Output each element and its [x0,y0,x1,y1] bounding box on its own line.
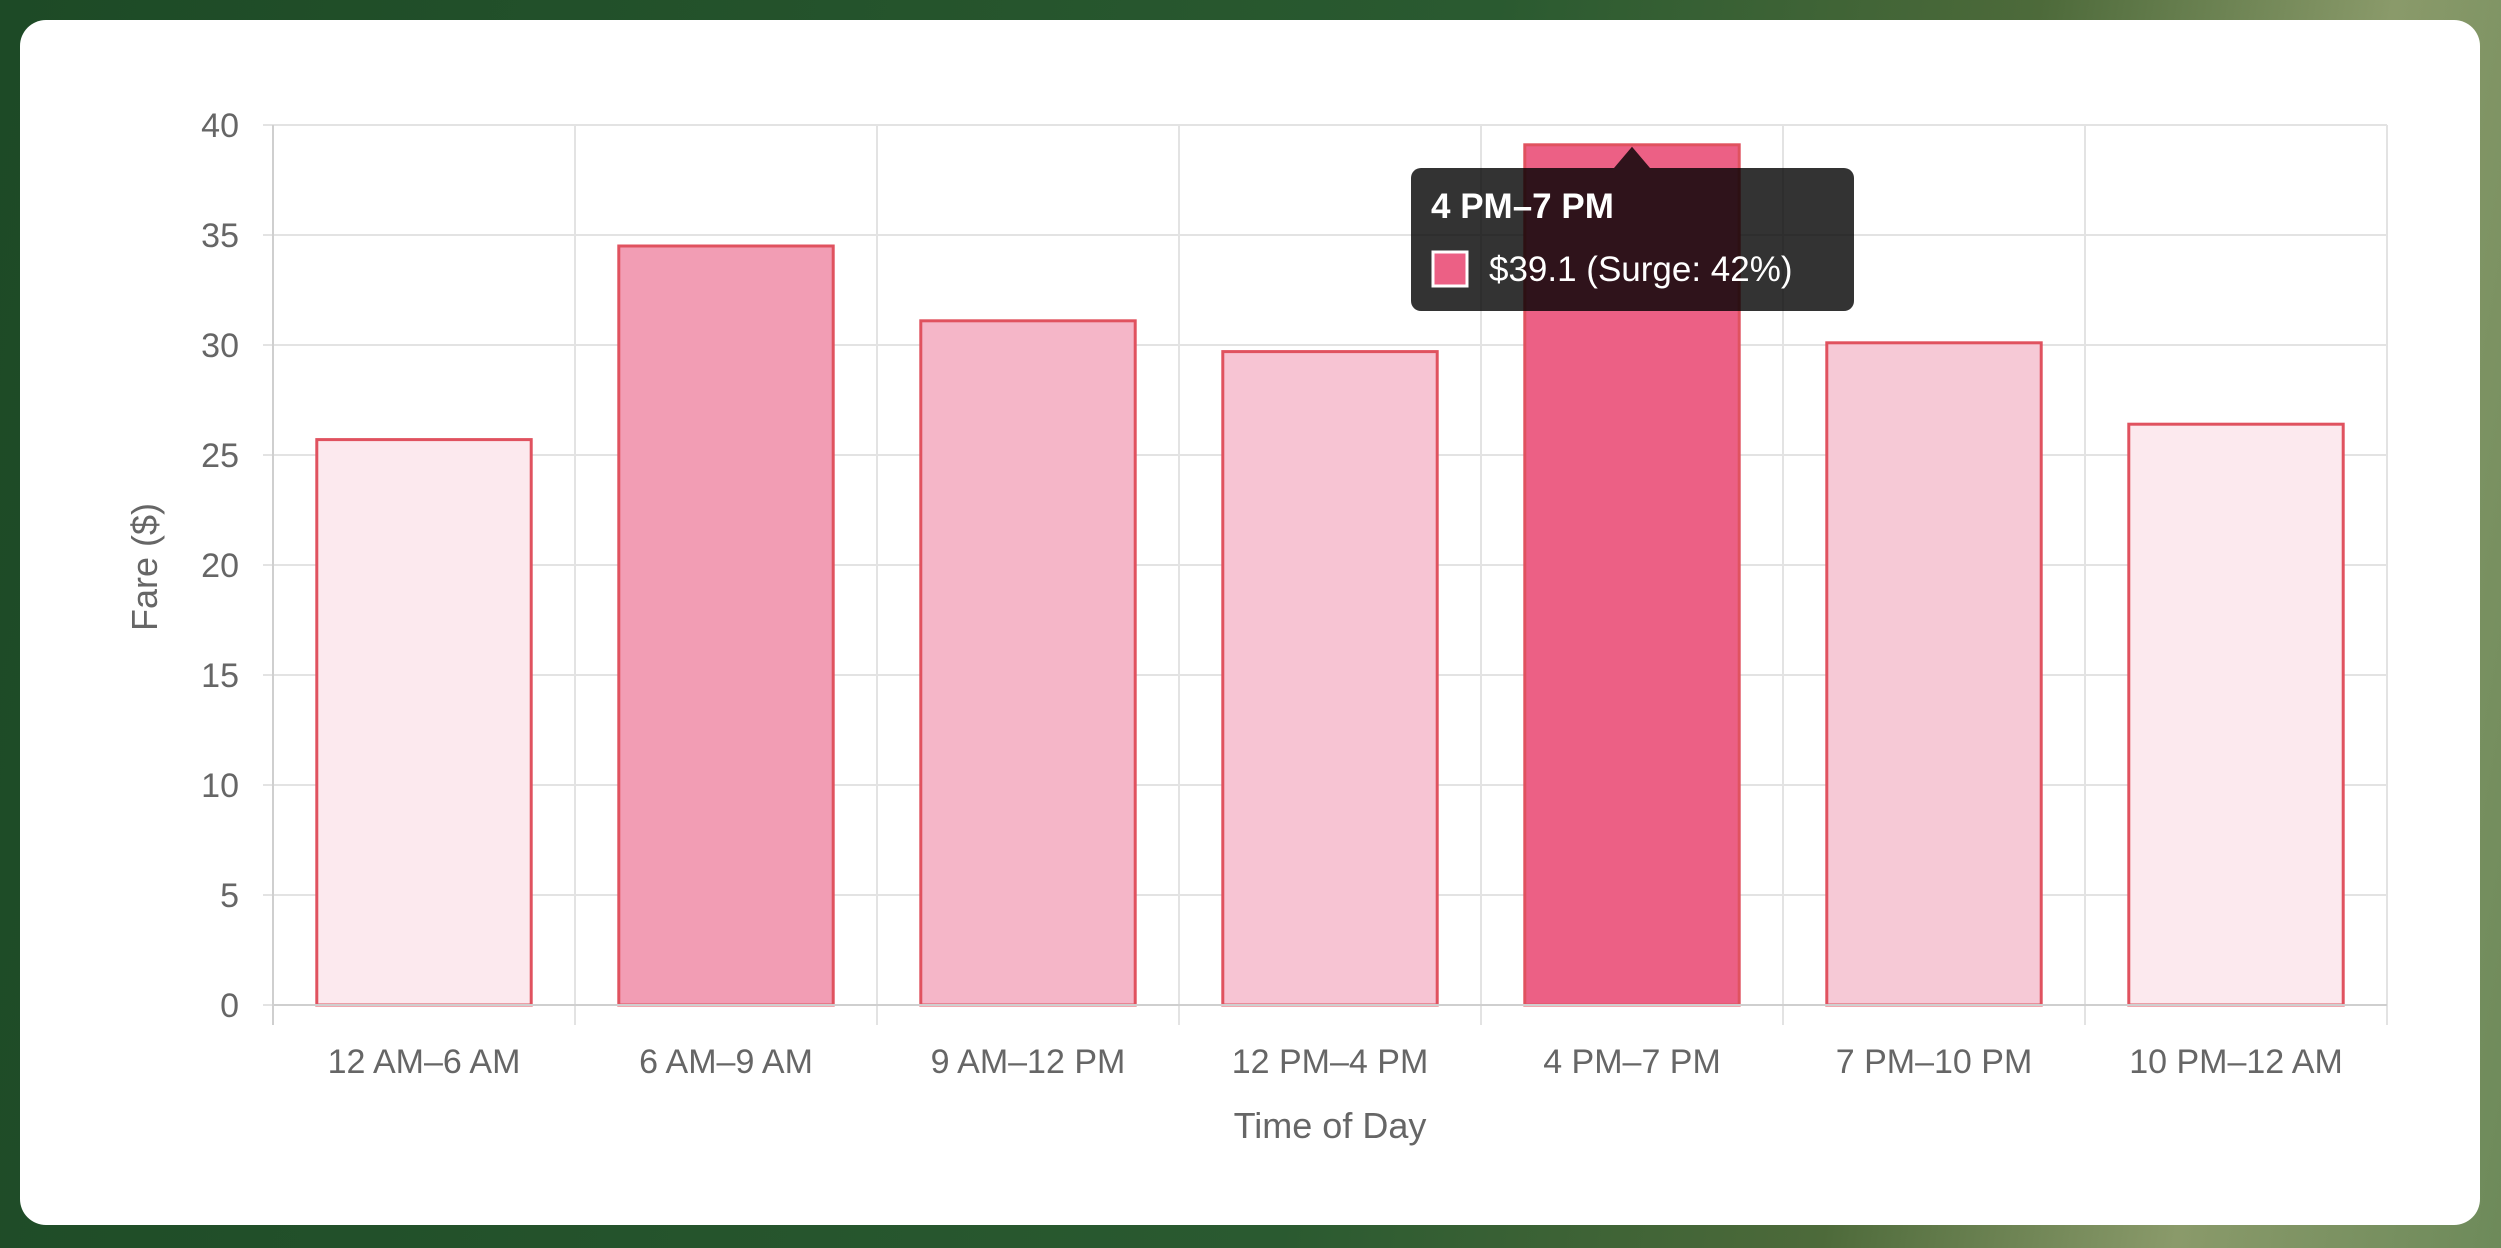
x-tick-label: 7 PM–10 PM [1836,1043,2033,1081]
x-axis-title: Time of Day [1234,1105,1427,1146]
bar[interactable] [1825,341,2043,1007]
tooltip-body: $39.1 (Surge: 42%) [1489,250,1793,289]
y-tick-label: 10 [201,767,239,805]
fare-bar-chart: 0 5 10 15 20 25 30 35 40 12 AM–6 AM 6 AM–9 AM 9 AM–… [124,107,2388,1146]
axes [272,125,2387,1025]
y-tick-label: 35 [201,217,239,255]
x-tick-label: 12 PM–4 PM [1232,1043,1429,1081]
chart-card: 0 5 10 15 20 25 30 35 40 12 AM–6 AM 6 AM–9 AM 9 AM–… [20,20,2480,1225]
y-tick-label: 0 [220,987,239,1025]
y-axis-title: Fare ($) [124,503,165,631]
tick-labels: 0 5 10 15 20 25 30 35 40 12 AM–6 AM 6 AM–9 AM 9 AM–… [201,107,2343,1081]
bar[interactable] [315,438,533,1007]
tooltip: 4 PM–7 PM $39.1 (Surge: 42%) [1411,146,1854,311]
tooltip-color-swatch [1431,250,1469,288]
bar[interactable] [617,244,835,1007]
x-tick-label: 12 AM–6 AM [328,1043,521,1081]
y-tick-label: 40 [201,107,239,145]
y-tick-label: 20 [201,547,239,585]
x-tick-label: 10 PM–12 AM [2129,1043,2343,1081]
tooltip-caret [1614,146,1650,168]
y-tick-label: 25 [201,437,239,475]
y-tick-label: 5 [220,877,239,915]
bars [315,143,2345,1007]
bar[interactable] [919,319,1137,1007]
tooltip-background [1411,168,1854,311]
y-tick-label: 30 [201,327,239,365]
bar[interactable] [2127,422,2345,1007]
x-tick-label: 4 PM–7 PM [1543,1043,1721,1081]
tooltip-title: 4 PM–7 PM [1431,187,1614,226]
x-tick-label: 6 AM–9 AM [639,1043,813,1081]
x-tick-label: 9 AM–12 PM [931,1043,1126,1081]
y-tick-label: 15 [201,657,239,695]
bar[interactable] [1221,350,1439,1007]
